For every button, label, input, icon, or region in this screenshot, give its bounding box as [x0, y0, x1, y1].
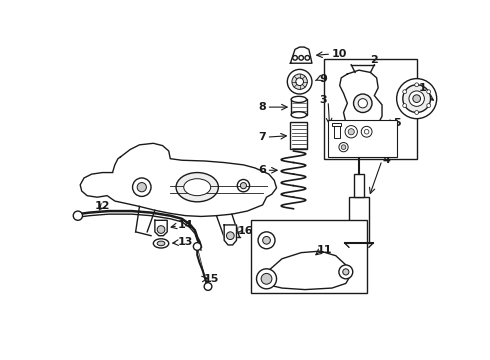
Circle shape — [287, 69, 312, 94]
Circle shape — [261, 274, 272, 284]
Circle shape — [257, 269, 276, 289]
Text: 1: 1 — [418, 83, 426, 93]
Polygon shape — [291, 47, 312, 63]
Circle shape — [194, 243, 201, 250]
Ellipse shape — [358, 126, 375, 136]
Bar — [355, 151, 363, 156]
Circle shape — [427, 90, 431, 94]
Circle shape — [292, 74, 307, 89]
Polygon shape — [80, 172, 113, 197]
Text: 12: 12 — [95, 202, 110, 211]
Circle shape — [403, 85, 431, 112]
Circle shape — [415, 111, 418, 114]
Circle shape — [258, 232, 275, 249]
Polygon shape — [155, 220, 167, 236]
Circle shape — [348, 129, 354, 135]
Text: 5: 5 — [393, 118, 401, 128]
Bar — [328, 120, 397, 157]
Circle shape — [204, 283, 212, 291]
Circle shape — [409, 91, 424, 106]
Ellipse shape — [348, 121, 393, 138]
Polygon shape — [261, 251, 351, 289]
Bar — [349, 197, 369, 243]
Circle shape — [263, 237, 270, 244]
Ellipse shape — [291, 96, 307, 103]
Circle shape — [354, 94, 372, 112]
Text: 4: 4 — [383, 155, 391, 165]
Polygon shape — [224, 225, 237, 245]
Circle shape — [403, 90, 407, 94]
Polygon shape — [105, 143, 276, 216]
Circle shape — [358, 99, 368, 108]
Text: 2: 2 — [370, 55, 378, 65]
Circle shape — [157, 226, 165, 233]
Ellipse shape — [176, 172, 219, 202]
Polygon shape — [340, 70, 382, 132]
Ellipse shape — [153, 239, 169, 248]
Circle shape — [339, 143, 348, 152]
Circle shape — [380, 123, 389, 132]
Text: 16: 16 — [238, 226, 254, 236]
Bar — [291, 122, 307, 149]
Ellipse shape — [291, 112, 307, 118]
Text: 6: 6 — [258, 165, 266, 175]
Circle shape — [403, 104, 407, 108]
Circle shape — [415, 83, 418, 87]
Text: 14: 14 — [178, 220, 194, 230]
Circle shape — [413, 95, 420, 103]
Text: 10: 10 — [332, 49, 347, 59]
Text: 7: 7 — [258, 132, 266, 142]
Bar — [334, 124, 340, 138]
Circle shape — [132, 178, 151, 197]
Text: 3: 3 — [320, 95, 327, 105]
Bar — [324, 59, 416, 159]
Circle shape — [299, 55, 303, 60]
Text: 9: 9 — [319, 73, 327, 84]
Bar — [251, 220, 367, 293]
Text: 11: 11 — [317, 244, 332, 255]
Bar — [332, 122, 341, 126]
Circle shape — [361, 126, 372, 137]
Circle shape — [240, 183, 246, 189]
Text: 13: 13 — [178, 237, 194, 247]
Circle shape — [226, 232, 234, 239]
Ellipse shape — [184, 179, 211, 195]
Circle shape — [427, 104, 431, 108]
Circle shape — [296, 78, 303, 86]
Circle shape — [343, 269, 349, 275]
Circle shape — [339, 265, 353, 279]
Text: 15: 15 — [204, 274, 220, 284]
Circle shape — [293, 55, 297, 60]
Bar — [354, 174, 364, 197]
Circle shape — [345, 126, 357, 138]
Circle shape — [137, 183, 147, 192]
Circle shape — [237, 180, 249, 192]
Text: 8: 8 — [258, 102, 266, 112]
Circle shape — [365, 130, 369, 134]
Ellipse shape — [157, 241, 165, 246]
Bar — [291, 99, 307, 115]
Circle shape — [305, 55, 310, 60]
Circle shape — [341, 145, 346, 149]
Circle shape — [397, 78, 437, 119]
Circle shape — [73, 211, 82, 220]
